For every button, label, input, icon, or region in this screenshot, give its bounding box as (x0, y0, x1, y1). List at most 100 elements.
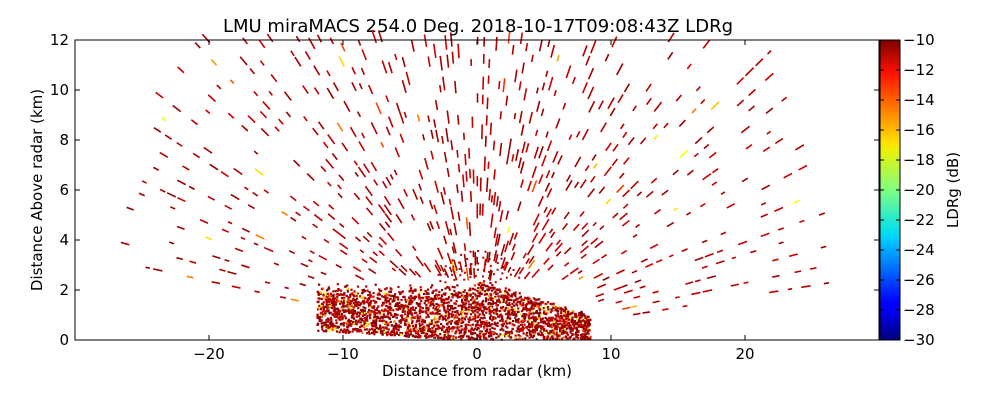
ldr-gate (242, 37, 249, 45)
ldr-gate (307, 275, 315, 280)
ldr-cell (457, 313, 460, 316)
ldr-gate (304, 51, 311, 60)
ldr-cell (385, 292, 388, 295)
ldr-cell (506, 262, 509, 265)
ldr-cell (499, 278, 502, 281)
ldr-cell (500, 323, 503, 326)
ldr-cell (520, 309, 523, 313)
ldr-cell (453, 326, 456, 329)
ldr-cell (460, 328, 463, 331)
ldr-cell (586, 315, 590, 318)
ldr-cell (347, 331, 350, 334)
ldr-cell (508, 310, 511, 314)
ldr-cell (534, 327, 537, 330)
ldr-cell (489, 324, 492, 328)
ldr-gate (507, 31, 511, 44)
ldr-cell (480, 325, 483, 328)
ldr-cell (529, 333, 532, 336)
ldr-gate (186, 275, 194, 279)
ldr-cell (512, 301, 516, 304)
ldr-gate (783, 172, 793, 179)
ldr-cell (565, 332, 569, 335)
ldr-cell (522, 298, 525, 302)
ldr-cell (528, 317, 531, 320)
ldr-cell (487, 335, 491, 338)
ldr-cell (476, 321, 479, 324)
ldr-cell (565, 327, 569, 330)
ldr-cell (376, 296, 379, 300)
ldr-cell (321, 287, 324, 290)
ldr-gate (408, 268, 417, 276)
ldr-gate (274, 126, 280, 132)
ldr-cell (346, 329, 349, 332)
ldr-gate (556, 54, 560, 62)
ldr-gate (553, 90, 557, 97)
ldr-cell (495, 303, 498, 306)
ldr-gate (627, 136, 635, 146)
ldr-cell (428, 329, 431, 332)
ldr-cell (523, 314, 526, 318)
ldr-cell (561, 330, 564, 334)
ldr-cell (443, 301, 446, 304)
ldr-cell (526, 320, 529, 323)
ldr-cell (426, 313, 429, 316)
ldr-cell (554, 337, 558, 341)
ldr-gate (290, 216, 297, 222)
ldr-cell (350, 314, 354, 318)
ldr-cell (371, 323, 374, 326)
ldr-gate (189, 260, 197, 264)
ldr-cell (358, 314, 361, 318)
ldr-cell (581, 313, 584, 316)
ldr-gate (622, 189, 631, 198)
ldr-cell (558, 332, 561, 335)
ldr-gate (701, 265, 708, 269)
ldr-cell (485, 325, 489, 328)
ldr-cell (411, 296, 414, 300)
ldr-cell (474, 303, 477, 307)
ldr-cell (317, 297, 320, 300)
ldr-cell (418, 326, 422, 329)
ldr-cell (554, 318, 557, 321)
ldr-gate (446, 54, 450, 68)
ldr-gate (446, 110, 450, 124)
ldr-cell (461, 308, 464, 311)
ldr-gate (588, 100, 596, 113)
ldr-cell (378, 324, 382, 327)
ldr-gate (575, 130, 581, 138)
ldr-cell (458, 332, 461, 335)
ldr-cell (535, 309, 538, 313)
ldr-cell (320, 319, 323, 322)
ldr-cell (354, 300, 357, 304)
ldr-cell (346, 290, 349, 293)
ldr-cell (500, 295, 503, 298)
ldr-cell (535, 328, 538, 331)
ldr-cell (576, 330, 579, 333)
ldr-cell (483, 325, 486, 328)
ldr-gate (526, 244, 535, 256)
ldr-cell (502, 294, 506, 297)
ldr-cell (362, 325, 365, 328)
ldr-cell (454, 314, 458, 317)
ldr-gate (569, 267, 579, 275)
ldr-cell (563, 314, 566, 317)
ldr-cell (449, 322, 453, 325)
ldr-cell (453, 278, 456, 281)
ldr-cell (339, 300, 342, 303)
ldr-cell (469, 287, 472, 290)
ldr-cell (382, 313, 385, 316)
ldr-cell (552, 332, 555, 335)
ldr-cell (417, 336, 420, 339)
ldr-cell (437, 320, 440, 323)
ldr-cell (436, 310, 439, 313)
ldr-cell (478, 318, 481, 322)
ldr-cell (527, 300, 530, 303)
ldr-cell (511, 310, 514, 313)
ldr-cell (517, 330, 521, 333)
ldr-cell (586, 322, 589, 326)
ldr-cell (582, 337, 585, 340)
ldr-cell (373, 310, 376, 314)
ldr-gate (495, 196, 499, 207)
ldr-cell (344, 330, 347, 333)
ldr-cell (530, 321, 534, 324)
ldr-cell (334, 290, 337, 293)
